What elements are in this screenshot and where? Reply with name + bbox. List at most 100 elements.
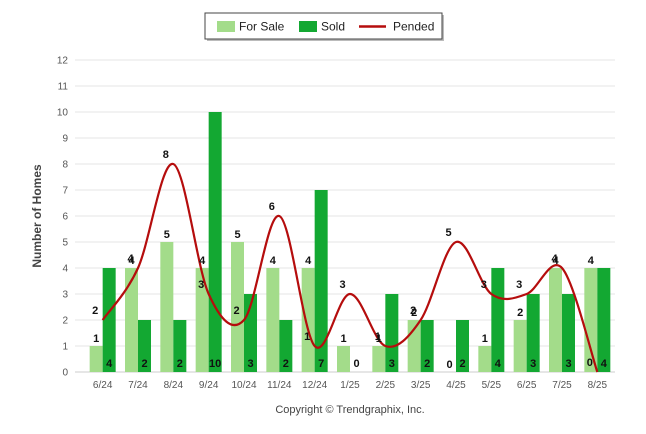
- legend-item[interactable]: For Sale: [217, 20, 285, 34]
- bar-for-sale: [125, 268, 138, 372]
- pended-data-label: 4: [551, 253, 558, 265]
- pended-line: [101, 162, 599, 373]
- sold-data-label: 4: [495, 358, 502, 370]
- pended-data-label: 3: [198, 279, 204, 291]
- x-tick-label: 7/25: [552, 380, 572, 391]
- bar-for-sale: [301, 268, 315, 372]
- pended-data-label: 4: [127, 253, 134, 265]
- legend-item[interactable]: Sold: [299, 20, 345, 34]
- sold-data-label: 3: [530, 358, 536, 370]
- legend-swatch: [299, 21, 317, 32]
- x-axis-ticks: 6/24 7/24 8/24 9/24 10/24 11/24 12/24 1/25 2/25 3…: [93, 380, 608, 391]
- pended-data-label: 8: [163, 149, 169, 161]
- x-tick-label: 2/25: [376, 380, 396, 391]
- y-tick-label: 10: [57, 108, 69, 119]
- sold-data-label: 2: [141, 358, 147, 370]
- bar-sold: [173, 320, 187, 372]
- sold-data-label: 3: [389, 358, 395, 370]
- y-tick-label: 7: [62, 186, 68, 197]
- pended-data-label: 1: [375, 331, 381, 343]
- for-sale-data-label: 4: [128, 255, 135, 267]
- pended-data-label: 2: [410, 305, 416, 317]
- y-tick-label: 1: [62, 342, 68, 353]
- x-tick-label: 6/24: [93, 380, 113, 391]
- x-tick-label: 5/25: [482, 380, 502, 391]
- sold-data-label: 2: [424, 358, 430, 370]
- bar-for-sale: [513, 320, 527, 372]
- x-tick-label: 11/24: [267, 380, 292, 391]
- bars: [89, 112, 611, 372]
- for-sale-data-label: 1: [482, 333, 488, 345]
- y-tick-label: 12: [57, 56, 69, 67]
- y-tick-label: 5: [62, 238, 68, 249]
- for-sale-data-label: 0: [446, 359, 452, 371]
- y-tick-label: 0: [62, 368, 68, 379]
- legend-item[interactable]: Pended: [359, 20, 434, 34]
- x-tick-label: 4/25: [446, 380, 466, 391]
- for-sale-data-label: 5: [234, 229, 240, 241]
- bar-sold: [314, 190, 328, 372]
- bar-for-sale: [337, 346, 350, 372]
- sold-data-label: 2: [177, 358, 183, 370]
- for-sale-data-label: 4: [270, 255, 277, 267]
- bar-for-sale: [195, 268, 209, 372]
- x-tick-label: 8/25: [588, 380, 608, 391]
- y-tick-label: 8: [62, 160, 68, 171]
- for-sale-data-label: 2: [517, 307, 523, 319]
- x-tick-label: 7/24: [128, 380, 148, 391]
- legend-label: For Sale: [239, 20, 285, 34]
- sold-data-label: 0: [353, 358, 359, 370]
- x-tick-label: 10/24: [231, 380, 256, 391]
- y-axis-label: Number of Homes: [30, 164, 44, 268]
- bar-sold: [597, 268, 611, 372]
- bar-sold: [420, 320, 434, 372]
- y-tick-label: 2: [62, 316, 68, 327]
- pended-series-line: [101, 162, 599, 373]
- bar-sold: [456, 320, 469, 372]
- pended-data-label: 3: [481, 279, 487, 291]
- for-sale-data-label: 4: [552, 255, 559, 267]
- for-sale-data-label: 4: [199, 255, 206, 267]
- sold-data-label: 3: [247, 358, 253, 370]
- bar-for-sale: [372, 346, 386, 372]
- for-sale-data-label: 4: [588, 255, 595, 267]
- for-sale-data-label: 4: [305, 255, 312, 267]
- x-tick-label: 8/24: [164, 380, 184, 391]
- bar-sold: [491, 268, 505, 372]
- legend: For Sale Sold Pended: [204, 12, 444, 41]
- bar-for-sale: [231, 242, 244, 372]
- y-tick-label: 11: [58, 82, 69, 93]
- bar-for-sale: [584, 268, 598, 372]
- for-sale-data-label: 1: [340, 333, 346, 345]
- legend-box: [204, 12, 443, 40]
- bar-sold: [102, 268, 116, 372]
- x-tick-label: 12/24: [302, 380, 327, 391]
- copyright-credit: Copyright © Trendgraphix, Inc.: [275, 404, 424, 416]
- y-tick-label: 9: [62, 134, 68, 145]
- for-sale-data-label: 2: [411, 307, 417, 319]
- for-sale-data-label: 1: [376, 333, 382, 345]
- bar-sold: [279, 320, 293, 372]
- pended-data-label: 1: [304, 331, 310, 343]
- pended-data-label: 2: [233, 305, 239, 317]
- bar-for-sale: [266, 268, 280, 372]
- bar-sold: [562, 294, 575, 372]
- bar-sold: [526, 294, 540, 372]
- pended-data-label: 2: [92, 305, 98, 317]
- legend-label: Sold: [321, 20, 345, 34]
- sold-data-label: 2: [459, 358, 465, 370]
- sold-data-label: 7: [318, 358, 324, 370]
- pended-data-label: 6: [269, 201, 275, 213]
- for-sale-data-label: 1: [93, 333, 99, 345]
- sold-data-label: 3: [565, 358, 571, 370]
- for-sale-data-label: 5: [164, 229, 170, 241]
- sold-data-label: 10: [209, 358, 221, 370]
- bar-sold: [208, 112, 222, 372]
- pended-data-label: 3: [516, 279, 522, 291]
- sold-data-label: 4: [106, 358, 113, 370]
- y-tick-label: 6: [62, 212, 68, 223]
- legend-swatch: [217, 21, 235, 32]
